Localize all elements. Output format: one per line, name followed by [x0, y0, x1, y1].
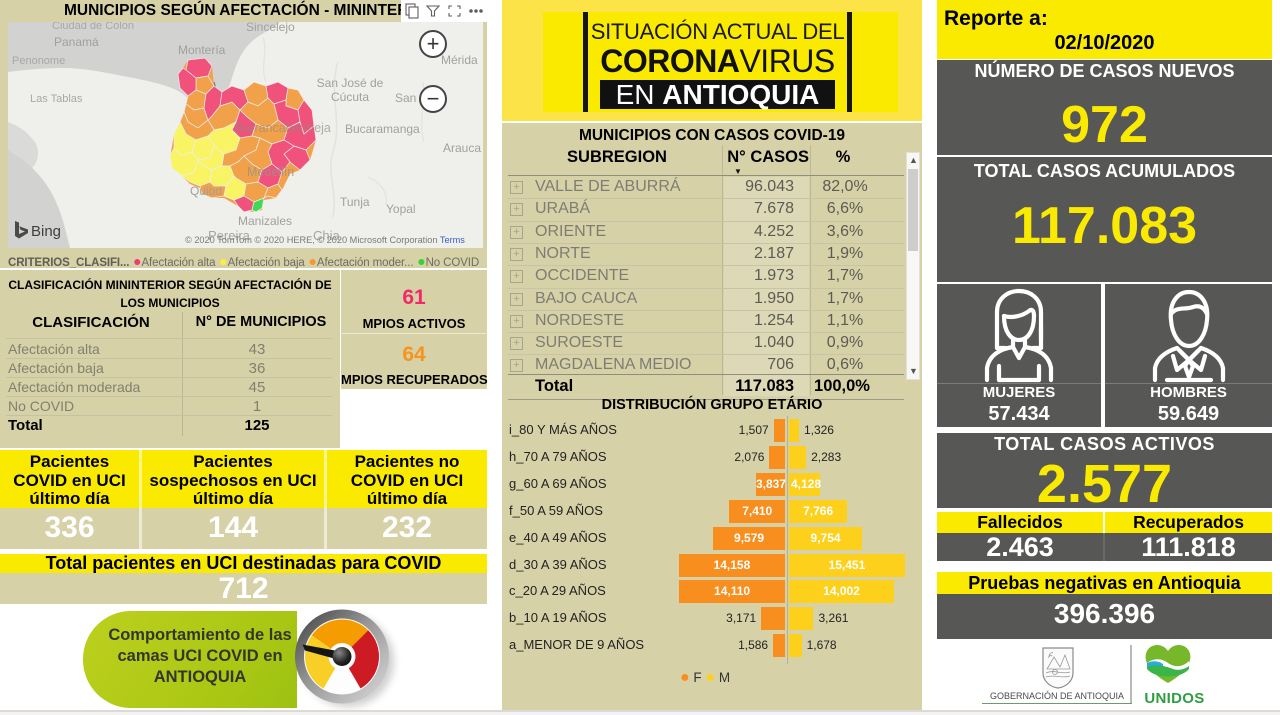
svg-text:Bing: Bing: [31, 223, 61, 240]
